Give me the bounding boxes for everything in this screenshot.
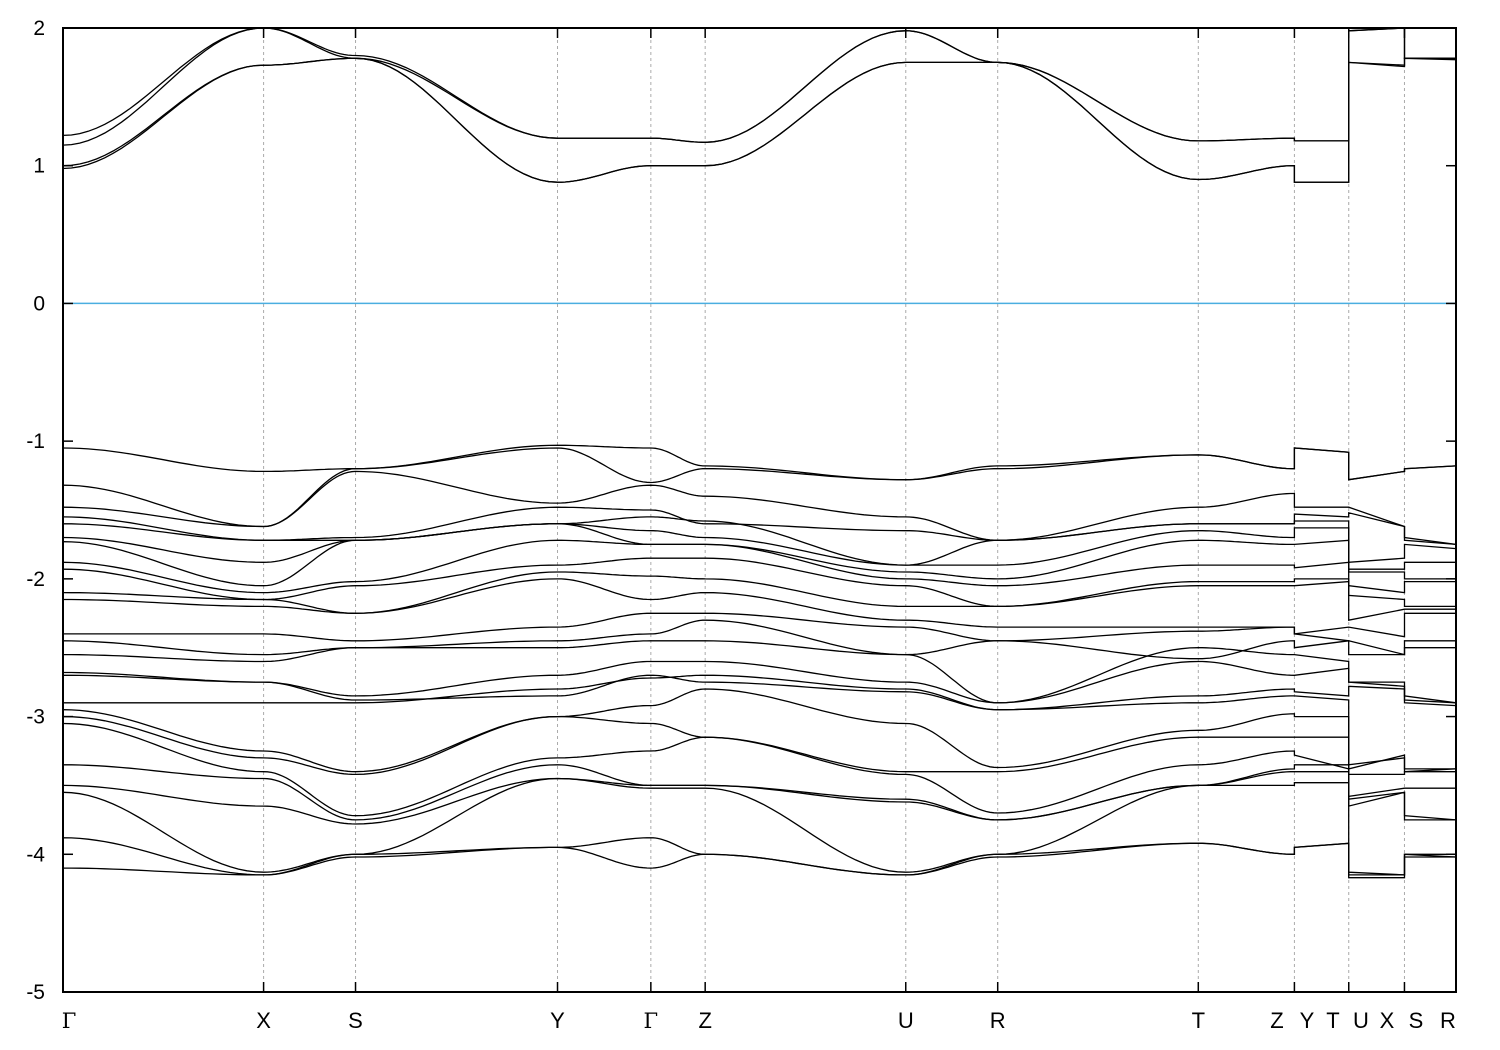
- kpoint-label: X: [1380, 1008, 1395, 1033]
- band-line: [62, 444, 1457, 528]
- band-line: [62, 27, 1456, 143]
- kpoint-label: R: [1440, 1008, 1456, 1033]
- y-tick-label: -3: [26, 706, 45, 729]
- band-line: [62, 777, 1456, 876]
- band-line: [63, 578, 1456, 638]
- kpoint-label: Z: [698, 1008, 711, 1033]
- band-line: [62, 523, 1456, 587]
- band-line: [62, 557, 1456, 608]
- band-line: [62, 771, 1457, 825]
- kpoint-label: U: [898, 1008, 914, 1033]
- band-line: [63, 842, 1456, 879]
- y-tick-label: 0: [33, 292, 45, 315]
- kpoint-label: R: [990, 1008, 1006, 1033]
- kpoint-label: Z: [1270, 1008, 1283, 1033]
- kpoint-label: X: [256, 1008, 271, 1033]
- x-axis: Γ X S Y Γ Z U R T Z Y T U X S R: [62, 1008, 1456, 1033]
- y-tick-label: -1: [26, 430, 45, 453]
- band-line: [62, 571, 1456, 621]
- band-line: [62, 57, 1456, 183]
- band-line: [62, 539, 1456, 594]
- band-line: [62, 619, 1456, 660]
- band-line: [62, 523, 1456, 570]
- kpoint-label: U: [1353, 1008, 1369, 1033]
- y-tick-label: 1: [33, 155, 45, 178]
- kpoint-label: Y: [550, 1008, 565, 1033]
- kpoint-label: Γ: [644, 1009, 659, 1033]
- band-line: [62, 27, 1456, 146]
- y-tick-label: -5: [26, 981, 45, 1004]
- kpoint-label: S: [348, 1008, 363, 1033]
- band-line: [62, 57, 1457, 183]
- band-line: [62, 837, 1457, 876]
- y-tick-label: -4: [26, 843, 45, 866]
- band-line: [63, 516, 1457, 566]
- band-line: [62, 447, 1457, 484]
- kpoint-label: T: [1192, 1008, 1205, 1033]
- y-tick-label: 2: [33, 17, 45, 40]
- band-line: [63, 612, 1456, 656]
- kpoint-label: T: [1326, 1008, 1339, 1033]
- band-line: [63, 640, 1457, 704]
- band-line: [62, 470, 1457, 546]
- band-line: [62, 688, 1457, 773]
- band-line: [63, 674, 1457, 711]
- bands: [62, 27, 1457, 879]
- kpoint-label: S: [1409, 1008, 1424, 1033]
- y-tick-label: -2: [26, 568, 45, 591]
- plot-frame: [62, 27, 1457, 993]
- kpoint-label: Γ: [62, 1009, 77, 1033]
- kpoint-label: Y: [1300, 1008, 1315, 1033]
- band-line: [63, 674, 1456, 770]
- y-axis: 2 1 0 -1 -2 -3 -4 -5: [26, 17, 1456, 1004]
- band-line: [63, 660, 1457, 704]
- band-line: [62, 715, 1456, 776]
- band-line: [62, 722, 1456, 817]
